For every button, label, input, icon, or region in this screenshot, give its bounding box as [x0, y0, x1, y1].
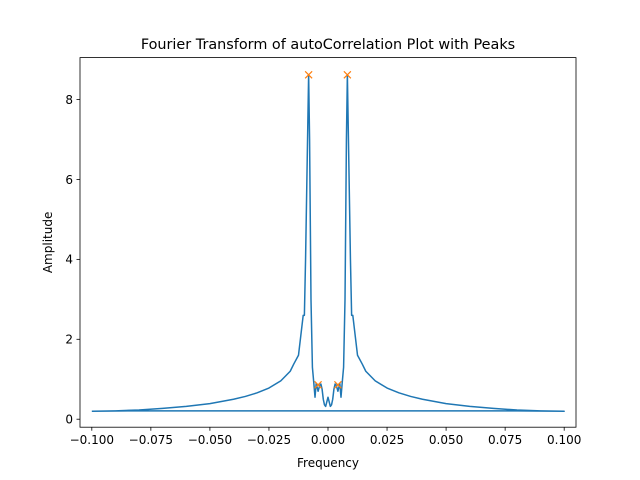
- x-tick-label: 0.100: [547, 433, 581, 447]
- x-axis-ticks: −0.100 −0.075 −0.050 −0.025 0.000 0.025 0.050 0…: [70, 427, 581, 447]
- y-tick-label: 0: [65, 413, 73, 427]
- x-tick-label: −0.100: [70, 433, 114, 447]
- x-tick-label: −0.025: [247, 433, 291, 447]
- y-axis-label: Amplitude: [41, 212, 55, 274]
- x-tick-label: 0.050: [429, 433, 463, 447]
- y-tick-label: 8: [65, 93, 73, 107]
- y-tick-label: 6: [65, 173, 73, 187]
- peak-marker: [343, 70, 352, 79]
- x-tick-label: −0.075: [129, 433, 173, 447]
- y-tick-label: 4: [65, 253, 73, 267]
- axes-frame: [79, 57, 577, 428]
- x-axis-label: Frequency: [297, 456, 359, 470]
- peak-marker: [333, 380, 342, 389]
- y-axis-ticks: 0 2 4 6 8: [65, 93, 80, 427]
- chart-title: Fourier Transform of autoCorrelation Plo…: [141, 37, 515, 53]
- series-line: [91, 74, 565, 412]
- peak-markers: [304, 70, 352, 389]
- x-tick-label: 0.075: [488, 433, 522, 447]
- plot-area: [91, 70, 565, 412]
- peak-marker: [304, 70, 313, 79]
- x-tick-label: 0.000: [311, 433, 345, 447]
- y-tick-label: 2: [65, 333, 73, 347]
- x-tick-label: 0.025: [370, 433, 404, 447]
- peak-marker: [314, 380, 323, 389]
- x-tick-label: −0.050: [188, 433, 232, 447]
